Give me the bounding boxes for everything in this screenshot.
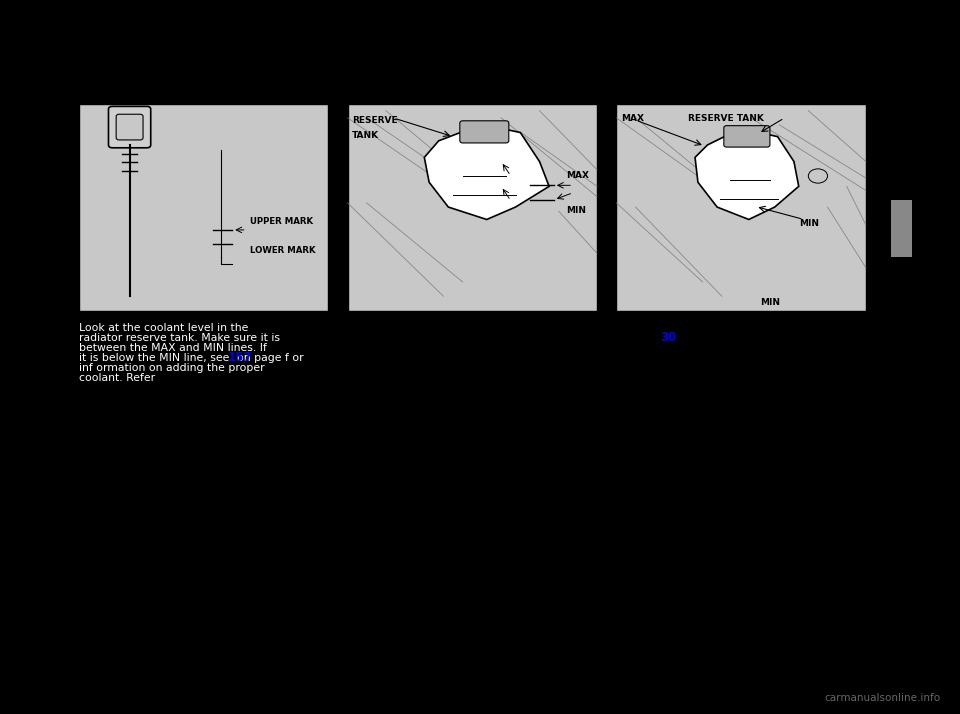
Text: carmanualsonline.info: carmanualsonline.info [825, 693, 941, 703]
Text: RESERVE TANK: RESERVE TANK [688, 114, 764, 124]
FancyBboxPatch shape [116, 114, 143, 140]
Text: MIN: MIN [760, 298, 780, 307]
Text: V6 models: V6 models [619, 318, 670, 328]
Text: coolant. Refer: coolant. Refer [79, 373, 155, 383]
Circle shape [808, 169, 828, 183]
Bar [79, 104, 328, 311]
Bar [891, 200, 912, 257]
FancyBboxPatch shape [460, 121, 509, 143]
Text: on page f or: on page f or [237, 353, 303, 363]
Polygon shape [424, 124, 549, 219]
Text: 157: 157 [228, 351, 252, 363]
Text: UPPER MARK: UPPER MARK [250, 217, 313, 226]
Text: MIN: MIN [566, 206, 587, 214]
Text: between the MAX and MIN lines. If: between the MAX and MIN lines. If [79, 343, 267, 353]
Text: LOWER MARK: LOWER MARK [250, 246, 315, 256]
Text: Look at the coolant level in the: Look at the coolant level in the [79, 323, 248, 333]
Text: 2.4 ℓ engine models: 2.4 ℓ engine models [350, 318, 448, 328]
FancyBboxPatch shape [724, 126, 770, 147]
Text: 30: 30 [660, 331, 677, 344]
Bar [616, 104, 866, 311]
Bar [348, 104, 597, 311]
Text: MIN: MIN [799, 219, 819, 228]
Text: V6 models: V6 models [82, 318, 132, 328]
Text: inf ormation on adding the proper: inf ormation on adding the proper [79, 363, 264, 373]
Text: TANK: TANK [352, 131, 379, 140]
Text: it is below the MIN line, see: it is below the MIN line, see [79, 353, 229, 363]
Text: MAX: MAX [566, 171, 589, 180]
Text: MAX: MAX [621, 114, 644, 124]
Polygon shape [695, 129, 799, 219]
FancyBboxPatch shape [108, 106, 151, 148]
Text: RESERVE: RESERVE [352, 116, 398, 126]
Text: radiator reserve tank. Make sure it is: radiator reserve tank. Make sure it is [79, 333, 279, 343]
